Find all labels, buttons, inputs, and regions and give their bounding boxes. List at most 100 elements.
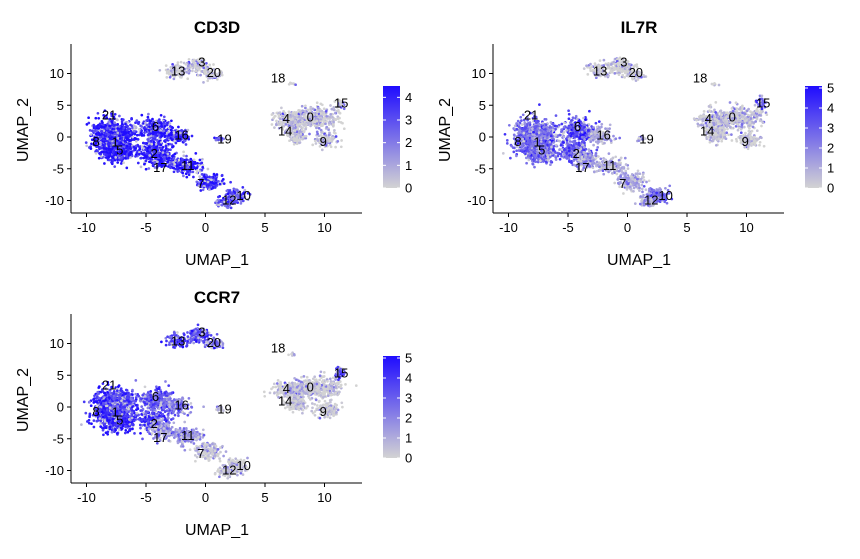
data-point [103,126,106,129]
x-axis-title: UMAP_1 [185,252,249,269]
data-point [207,168,210,171]
data-point [612,61,615,64]
data-point [216,203,219,206]
data-point [139,148,142,151]
data-point [195,70,198,73]
data-point [735,101,738,104]
data-point [296,124,299,127]
legend-tick-label: 4 [405,90,412,105]
data-point [144,142,147,145]
color-bar [383,86,400,188]
data-point [316,132,319,135]
cluster-label: 20 [207,65,221,80]
y-tick-label: 5 [57,98,64,113]
data-point [610,63,613,66]
cluster-label: 14 [278,123,292,138]
data-point [136,134,139,137]
data-point [166,70,169,73]
data-point [139,157,142,160]
data-point [108,155,111,158]
data-point [320,129,323,132]
data-point [275,120,278,123]
data-point [293,143,296,146]
data-point [188,58,191,61]
data-point [578,141,581,144]
x-tick-label: 5 [261,220,268,235]
data-point [140,125,143,128]
data-point [294,83,297,86]
data-point [289,82,292,85]
data-point [87,116,90,119]
data-point [208,188,211,191]
data-point [315,142,318,145]
data-point [566,141,569,144]
cluster-label: 3 [198,55,205,70]
data-point [159,129,162,132]
data-point [187,64,190,67]
data-point [158,69,161,72]
data-point [206,183,209,186]
data-point [565,147,568,150]
data-point [169,164,172,167]
data-point [215,181,218,184]
data-point [166,124,169,127]
data-point [756,112,759,115]
data-point [568,144,571,147]
data-point [329,104,332,107]
data-point [291,114,294,117]
data-point [162,151,165,154]
data-point [120,138,123,141]
data-point [300,125,303,128]
data-point [743,112,746,115]
cluster-label: 2 [151,146,158,161]
data-point [212,182,215,185]
data-point [205,174,208,177]
data-point [185,71,188,74]
data-point [229,181,232,184]
data-point [298,130,301,133]
data-point [156,139,159,142]
cluster-label: 9 [320,134,327,149]
data-point [96,150,99,153]
data-point [296,138,299,141]
x-tick-label: -5 [140,220,152,235]
cluster-label: 5 [116,142,123,157]
cluster-label: 0 [307,109,314,124]
data-point [339,112,342,115]
data-point [140,132,143,135]
data-point [595,149,598,152]
data-point [568,156,571,159]
data-point [297,121,300,124]
data-point [95,152,98,155]
data-point [89,129,92,132]
data-point [132,146,135,149]
data-point [221,174,224,177]
data-point [199,74,202,77]
data-point [744,120,747,123]
data-point [296,142,299,145]
data-point [304,104,307,107]
data-point [749,121,752,124]
data-point [105,147,108,150]
data-point [173,167,176,170]
data-point [196,169,199,172]
data-point [301,109,304,112]
data-point [182,175,185,178]
data-point [107,127,110,130]
data-point [147,133,150,136]
data-point [334,112,337,115]
data-point [191,64,194,67]
data-point [756,115,759,118]
data-point [294,121,297,124]
data-point [568,147,571,150]
cluster-label: 8 [92,134,99,149]
data-point [148,122,151,125]
data-point [185,176,188,179]
data-point [168,134,171,137]
data-point [165,76,168,79]
data-point [171,138,174,141]
data-point [294,129,297,132]
data-point [144,155,147,158]
data-point [303,113,306,116]
